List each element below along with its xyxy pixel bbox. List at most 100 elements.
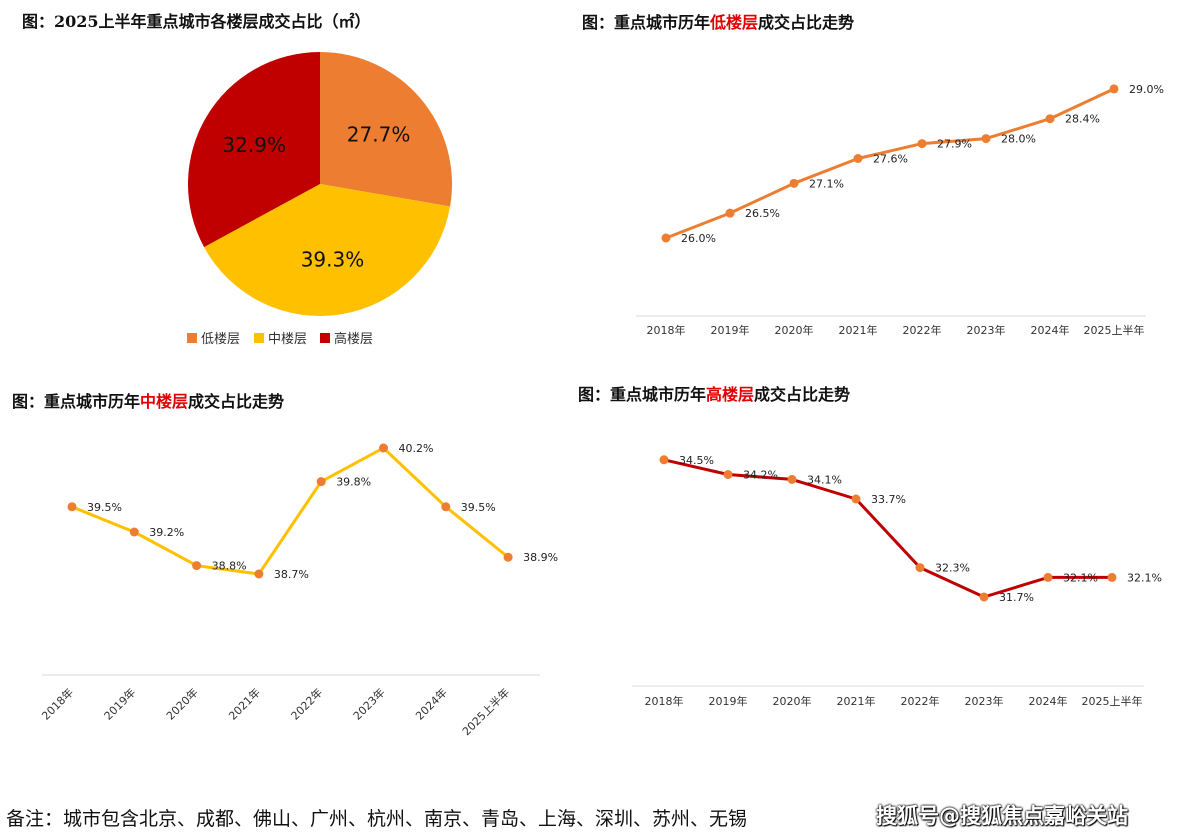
- x-tick-label: 2022年: [901, 694, 940, 708]
- data-label: 27.6%: [873, 152, 908, 165]
- x-tick-label: 2018年: [39, 685, 76, 722]
- data-point: [316, 477, 326, 487]
- data-label: 26.5%: [745, 207, 780, 220]
- high-floor-title: 图：重点城市历年高楼层成交占比走势: [578, 381, 850, 405]
- data-point: [917, 139, 927, 149]
- x-tick-label: 2018年: [645, 694, 684, 708]
- data-label: 28.4%: [1065, 113, 1100, 126]
- data-label: 28.0%: [1001, 133, 1036, 146]
- data-label: 27.9%: [937, 138, 972, 151]
- data-label: 29.0%: [1129, 83, 1164, 96]
- data-point: [1107, 572, 1117, 582]
- data-point: [787, 474, 797, 484]
- data-point: [725, 208, 735, 218]
- data-label: 38.7%: [274, 568, 309, 581]
- data-label: 39.5%: [87, 501, 122, 514]
- data-point: [1045, 114, 1055, 124]
- title-highlight: 高楼层: [706, 385, 755, 404]
- title-prefix: 图：重点城市历年: [578, 385, 707, 404]
- data-point: [981, 134, 991, 144]
- title-prefix: 图：重点城市历年: [12, 392, 141, 411]
- legend-swatch: [187, 333, 197, 343]
- x-tick-label: 2023年: [350, 685, 387, 722]
- x-tick-label: 2019年: [711, 323, 750, 337]
- series-line: [665, 87, 1115, 240]
- data-point: [379, 443, 388, 453]
- data-point: [254, 569, 264, 579]
- x-tick-label: 2019年: [709, 694, 748, 708]
- x-tick-label: 2021年: [226, 685, 263, 722]
- x-tick-label: 2022年: [288, 685, 325, 722]
- data-point: [789, 178, 799, 188]
- data-point: [129, 527, 139, 537]
- series-line: [71, 446, 510, 576]
- data-label: 33.7%: [871, 493, 906, 506]
- data-point: [1043, 572, 1053, 582]
- x-tick-label: 2021年: [839, 323, 878, 337]
- legend-label: 低楼层: [201, 332, 240, 347]
- data-point: [723, 470, 733, 479]
- x-tick-label: 2024年: [1031, 323, 1070, 337]
- x-tick-label: 2022年: [903, 323, 942, 337]
- data-point: [853, 153, 863, 163]
- data-label: 32.1%: [1063, 571, 1098, 584]
- data-point: [441, 502, 451, 512]
- pie-slice: [187, 52, 320, 248]
- x-tick-label: 2019年: [101, 685, 138, 722]
- data-label: 27.1%: [809, 177, 844, 190]
- pie-slice: [320, 52, 452, 207]
- legend-swatch: [254, 333, 264, 343]
- x-tick-label: 2024年: [1029, 694, 1068, 708]
- x-tick-label: 2021年: [837, 694, 876, 708]
- x-tick-label: 2024年: [412, 685, 449, 722]
- title-suffix: 成交占比走势: [758, 13, 855, 32]
- title-suffix: 成交占比走势: [188, 392, 285, 411]
- x-tick-label: 2020年: [163, 685, 200, 722]
- legend-label: 高楼层: [334, 331, 373, 347]
- data-point: [503, 552, 513, 562]
- x-tick-label: 2023年: [967, 323, 1006, 337]
- pie-data-label: 27.7%: [347, 123, 411, 147]
- legend-label: 中楼层: [268, 332, 307, 347]
- data-point: [661, 233, 671, 243]
- pie-slice: [204, 184, 451, 317]
- data-label: 38.8%: [212, 560, 247, 573]
- mid-floor-title: 图：重点城市历年中楼层成交占比走势: [12, 388, 284, 412]
- watermark: 搜狐号@搜狐焦点嘉峪关站: [876, 804, 1128, 828]
- data-point: [1109, 84, 1119, 94]
- pie-title: 图：2025上半年重点城市各楼层成交占比（㎡）: [22, 12, 371, 31]
- data-label: 34.5%: [679, 454, 714, 467]
- x-tick-label: 2025上半年: [1084, 323, 1145, 337]
- data-label: 32.3%: [935, 562, 970, 575]
- x-tick-label: 2018年: [647, 323, 686, 337]
- data-label: 38.9%: [523, 551, 558, 564]
- data-point: [915, 563, 925, 573]
- x-tick-label: 2020年: [773, 694, 812, 708]
- footer-note: 备注：城市包含北京、成都、佛山、广州、杭州、南京、青岛、上海、深圳、苏州、无锡: [6, 808, 748, 830]
- data-label: 34.1%: [807, 473, 842, 486]
- data-point: [979, 592, 989, 602]
- data-label: 40.2%: [399, 442, 434, 455]
- data-label: 39.5%: [461, 501, 496, 514]
- data-label: 32.1%: [1127, 571, 1162, 584]
- data-point: [851, 494, 861, 504]
- pie-data-label: 32.9%: [222, 133, 286, 157]
- low-floor-title: 图：重点城市历年低楼层成交占比走势: [582, 9, 854, 33]
- series-line: [663, 458, 1112, 599]
- title-highlight: 中楼层: [140, 392, 189, 411]
- data-label: 39.2%: [149, 526, 184, 539]
- title-suffix: 成交占比走势: [754, 385, 851, 404]
- x-tick-label: 2020年: [775, 323, 814, 337]
- data-point: [192, 561, 202, 571]
- data-label: 39.8%: [336, 476, 371, 489]
- legend-swatch: [320, 333, 330, 343]
- title-highlight: 低楼层: [710, 13, 759, 32]
- x-tick-label: 2023年: [965, 694, 1004, 708]
- data-point: [659, 455, 669, 465]
- data-label: 31.7%: [999, 591, 1034, 604]
- data-point: [67, 502, 77, 512]
- title-prefix: 图：重点城市历年: [582, 13, 711, 32]
- x-tick-label: 2025上半年: [1082, 694, 1143, 708]
- data-label: 34.2%: [743, 469, 778, 482]
